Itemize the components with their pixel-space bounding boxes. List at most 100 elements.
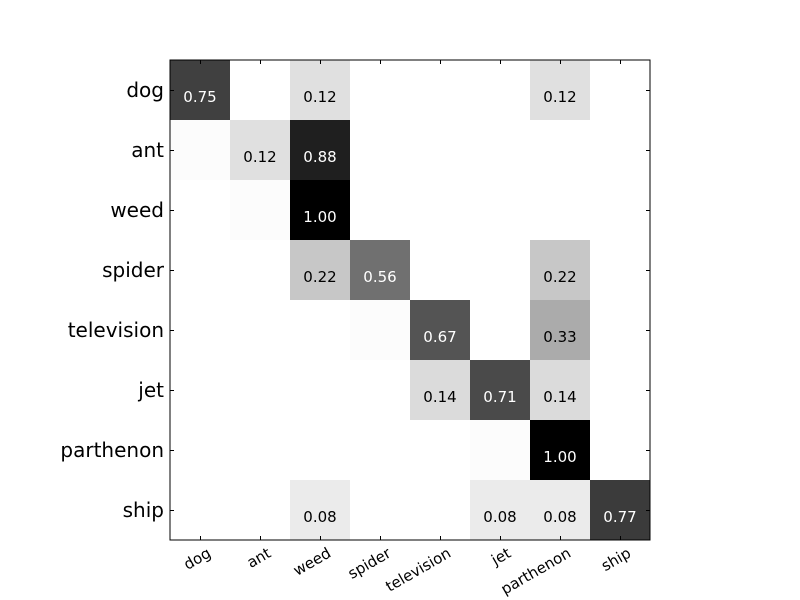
x-tick-label: jet	[487, 544, 514, 570]
axis-ticks	[170, 60, 650, 540]
x-tick-label: dog	[181, 544, 214, 574]
heatmap-cell	[470, 120, 530, 180]
heatmap-cell	[410, 420, 470, 480]
heatmap-cell	[410, 240, 470, 300]
heatmap-cell	[350, 180, 410, 240]
heatmap-cell	[290, 360, 350, 420]
heatmap-cell	[530, 60, 590, 120]
heatmap-cell	[590, 360, 650, 420]
heatmap-cell	[410, 180, 470, 240]
heatmap-cell	[170, 120, 230, 180]
y-tick-label: spider	[102, 258, 165, 282]
y-tick-label: weed	[110, 198, 164, 222]
heatmap-cell	[290, 60, 350, 120]
cell-value-label: 0.08	[543, 508, 576, 526]
y-tick-label: television	[68, 318, 164, 342]
heatmap-cell	[590, 300, 650, 360]
heatmap-cell	[290, 240, 350, 300]
heatmap-cell	[290, 300, 350, 360]
heatmap-cell	[230, 300, 290, 360]
heatmap-cell	[290, 120, 350, 180]
heatmap-cell	[410, 60, 470, 120]
heatmap-cell	[230, 180, 290, 240]
heatmap-cell	[350, 480, 410, 540]
heatmap-cell	[170, 420, 230, 480]
cell-value-label: 0.22	[303, 268, 336, 286]
heatmap-cell	[470, 480, 530, 540]
heatmap-cell	[290, 480, 350, 540]
heatmap-cell	[230, 360, 290, 420]
y-tick-label: ant	[131, 138, 164, 162]
cell-value-label: 0.14	[543, 388, 576, 406]
cell-value-label: 0.22	[543, 268, 576, 286]
heatmap-cell	[350, 300, 410, 360]
cell-value-label: 0.12	[543, 88, 576, 106]
x-tick-label: weed	[290, 544, 334, 580]
cell-value-label: 0.56	[363, 268, 396, 286]
cell-value-label: 0.77	[603, 508, 636, 526]
heatmap-cell	[410, 480, 470, 540]
heatmap-cell	[170, 240, 230, 300]
heatmap-cell	[590, 480, 650, 540]
heatmap-cell	[350, 60, 410, 120]
heatmap-cell	[530, 180, 590, 240]
heatmap-cell	[170, 60, 230, 120]
x-tick-label: television	[382, 544, 454, 596]
heatmap-cell	[410, 300, 470, 360]
heatmap-cell	[470, 300, 530, 360]
heatmap-cell	[470, 180, 530, 240]
heatmap-cell	[170, 300, 230, 360]
heatmap-cell	[230, 480, 290, 540]
plot-frame	[169, 59, 651, 541]
heatmap-cell	[230, 420, 290, 480]
y-tick-labels: dog ant weed spider television jet parthenon sh…	[60, 78, 164, 522]
cell-value-label: 0.08	[303, 508, 336, 526]
heatmap-cell	[530, 240, 590, 300]
cell-value-label: 0.12	[303, 88, 336, 106]
x-tick-label: ant	[244, 544, 274, 572]
heatmap-cell	[350, 240, 410, 300]
heatmap-cell	[350, 420, 410, 480]
heatmap-cell	[530, 420, 590, 480]
cell-value-label: 0.88	[303, 148, 336, 166]
x-tick-label: ship	[598, 544, 634, 575]
heatmap-cell	[290, 180, 350, 240]
heatmap-cell	[470, 240, 530, 300]
y-tick-label: jet	[137, 378, 164, 402]
heatmap-cell	[590, 420, 650, 480]
heatmap-cells	[170, 60, 650, 540]
cell-value-label: 0.67	[423, 328, 456, 346]
heatmap-cell	[170, 480, 230, 540]
heatmap-cell	[590, 120, 650, 180]
cell-value-label: 0.12	[243, 148, 276, 166]
heatmap-cell	[410, 120, 470, 180]
cell-value-label: 0.08	[483, 508, 516, 526]
heatmap-cell	[470, 420, 530, 480]
heatmap-cell	[350, 360, 410, 420]
cell-value-label: 0.33	[543, 328, 576, 346]
heatmap-cell	[470, 60, 530, 120]
heatmap-cell	[530, 360, 590, 420]
heatmap-cell	[170, 360, 230, 420]
heatmap-cell	[530, 120, 590, 180]
cell-value-label: 0.14	[423, 388, 456, 406]
heatmap-cell	[530, 300, 590, 360]
heatmap-cell	[470, 360, 530, 420]
heatmap-cell	[590, 240, 650, 300]
heatmap-cell	[230, 240, 290, 300]
cell-value-label: 0.75	[183, 88, 216, 106]
y-tick-label: parthenon	[60, 438, 164, 462]
heatmap-cell	[590, 180, 650, 240]
y-tick-label: dog	[126, 78, 164, 102]
cell-value-labels: 0.75 0.12 0.12 0.12 0.88 1.00 0.22 0.56 0.22 0.67…	[183, 88, 636, 526]
heatmap-cell	[530, 480, 590, 540]
heatmap-cell	[410, 360, 470, 420]
y-tick-label: ship	[123, 498, 164, 522]
heatmap-cell	[170, 180, 230, 240]
heatmap-cell	[290, 420, 350, 480]
heatmap-cell	[230, 120, 290, 180]
heatmap-cell	[230, 60, 290, 120]
